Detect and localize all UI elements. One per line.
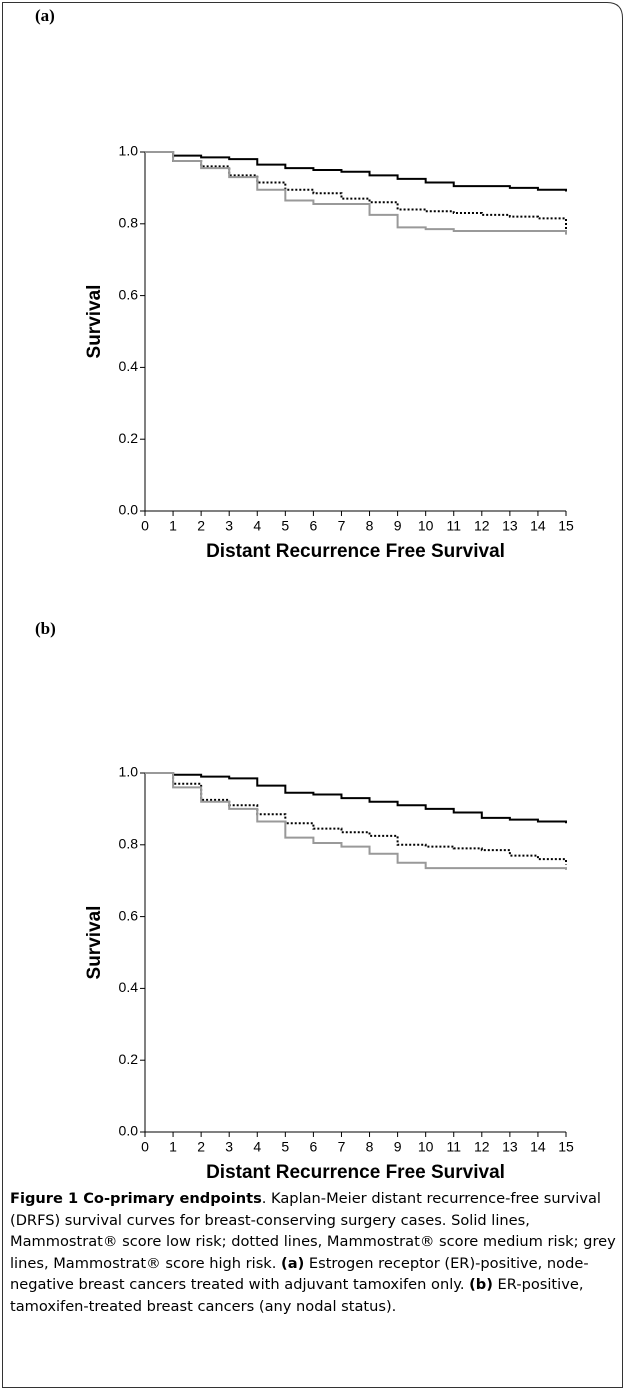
x-tick-label: 15 bbox=[558, 518, 574, 534]
caption-bold: (b) bbox=[469, 1276, 493, 1293]
y-tick-label: 0.4 bbox=[119, 358, 139, 374]
y-axis-title: Survival bbox=[84, 285, 105, 359]
caption-text: Estrogen receptor (ER)-positive, node-ne… bbox=[10, 1254, 589, 1294]
survival-curve bbox=[145, 151, 567, 192]
x-tick-label: 15 bbox=[558, 1139, 574, 1155]
survival-curve bbox=[145, 151, 567, 231]
x-tick-label: 9 bbox=[394, 518, 402, 534]
x-tick-label: 3 bbox=[225, 518, 233, 534]
y-tick-label: 0.0 bbox=[119, 1123, 139, 1139]
x-tick-label: 1 bbox=[169, 1139, 177, 1155]
y-tick-label: 0.6 bbox=[119, 907, 139, 923]
caption: Figure 1 Co-primary endpoints. Kaplan-Me… bbox=[10, 1188, 616, 1317]
y-tick-label: 1.0 bbox=[119, 143, 139, 159]
x-axis-title: Distant Recurrence Free Survival bbox=[206, 1162, 505, 1183]
x-tick-label: 13 bbox=[502, 1139, 518, 1155]
x-tick-label: 3 bbox=[225, 1139, 233, 1155]
x-tick-label: 11 bbox=[446, 1139, 461, 1155]
y-axis-title: Survival bbox=[84, 906, 105, 980]
x-tick-label: 10 bbox=[418, 1139, 434, 1155]
x-tick-label: 6 bbox=[310, 518, 318, 534]
x-tick-label: 0 bbox=[141, 1139, 149, 1155]
x-tick-label: 13 bbox=[502, 518, 518, 534]
x-tick-label: 0 bbox=[141, 518, 149, 534]
caption-text: . Kaplan-Meier distant recurrence-free s… bbox=[10, 1190, 616, 1272]
caption-bold: (a) bbox=[281, 1254, 305, 1272]
x-tick-label: 8 bbox=[366, 1139, 374, 1155]
y-tick-label: 0.8 bbox=[119, 215, 139, 231]
x-tick-label: 7 bbox=[338, 1139, 346, 1155]
caption-bold: Figure 1 Co-primary endpoints bbox=[10, 1190, 262, 1207]
x-tick-label: 6 bbox=[310, 1139, 318, 1155]
y-tick-label: 0.4 bbox=[119, 979, 139, 995]
y-tick-label: 0.0 bbox=[119, 502, 139, 518]
x-tick-label: 5 bbox=[281, 518, 289, 534]
x-tick-label: 12 bbox=[474, 518, 490, 534]
x-tick-label: 2 bbox=[197, 518, 205, 534]
panel-label: (a) bbox=[35, 6, 55, 25]
y-tick-label: 0.8 bbox=[119, 836, 139, 852]
x-tick-label: 11 bbox=[446, 518, 461, 534]
x-tick-label: 5 bbox=[281, 1139, 289, 1155]
x-tick-label: 7 bbox=[338, 518, 346, 534]
y-tick-label: 1.0 bbox=[119, 764, 139, 780]
caption-text: ER-positive, tamoxifen-treated breast ca… bbox=[10, 1276, 584, 1315]
survival-curve bbox=[145, 772, 567, 824]
x-axis-title: Distant Recurrence Free Survival bbox=[206, 541, 505, 562]
y-tick-label: 0.2 bbox=[119, 1051, 139, 1067]
x-tick-label: 14 bbox=[530, 1139, 546, 1155]
x-tick-label: 4 bbox=[253, 1139, 261, 1155]
x-tick-label: 14 bbox=[530, 518, 546, 534]
survival-curve bbox=[145, 772, 567, 870]
x-tick-label: 4 bbox=[253, 518, 261, 534]
y-tick-label: 0.6 bbox=[119, 286, 139, 302]
x-tick-label: 8 bbox=[366, 518, 374, 534]
panel-label: (b) bbox=[35, 619, 56, 638]
survival-curve bbox=[145, 151, 567, 235]
x-tick-label: 12 bbox=[474, 1139, 490, 1155]
x-tick-label: 10 bbox=[418, 518, 434, 534]
x-tick-label: 1 bbox=[169, 518, 177, 534]
x-tick-label: 2 bbox=[197, 1139, 205, 1155]
y-tick-label: 0.2 bbox=[119, 430, 139, 446]
x-tick-label: 9 bbox=[394, 1139, 402, 1155]
